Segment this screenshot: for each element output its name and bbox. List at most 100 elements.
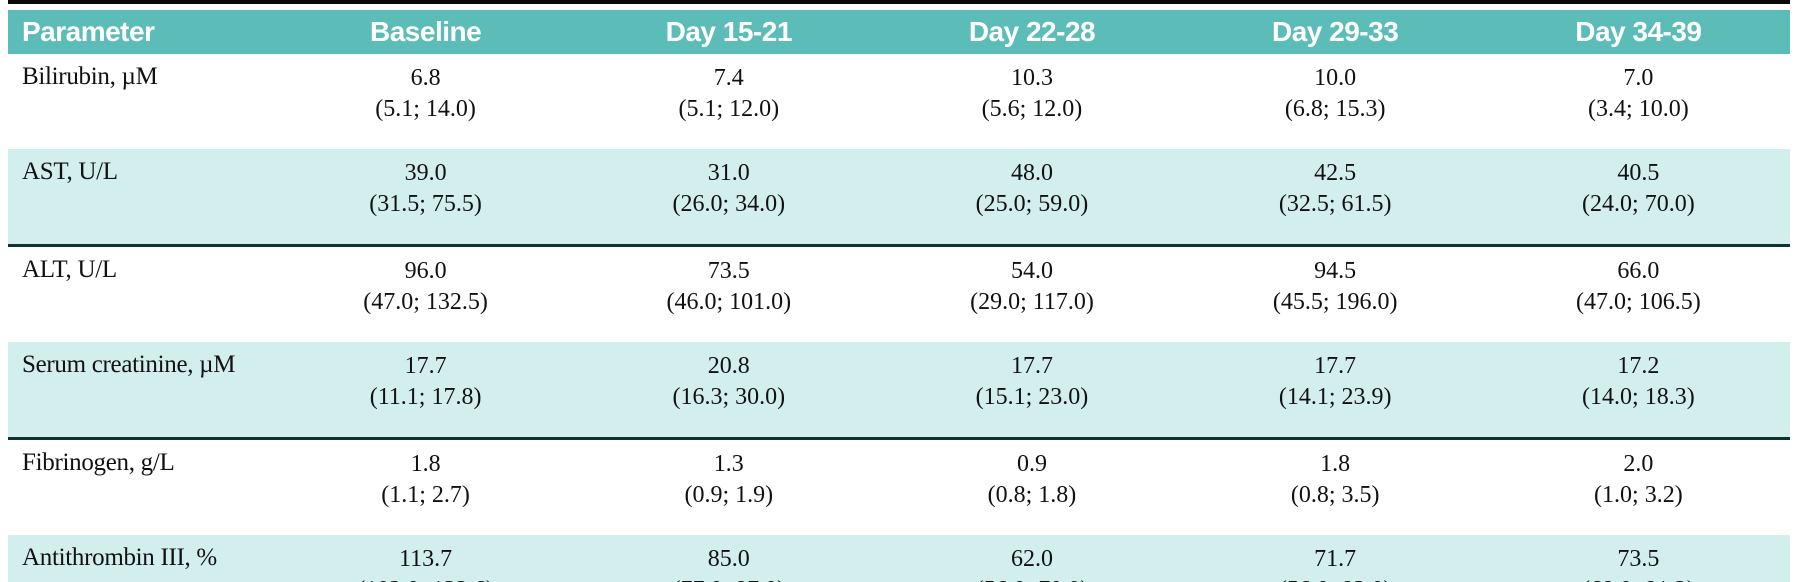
median-value: 73.5 [707, 258, 750, 284]
median-value: 17.7 [404, 353, 447, 379]
range-value: (102.0; 132.6) [274, 575, 577, 582]
col-header-baseline: Baseline [274, 10, 578, 54]
median-value: 7.4 [713, 65, 744, 91]
range-value: (5.1; 12.0) [678, 96, 780, 122]
range-value: (56.0; 83.0) [1184, 575, 1487, 582]
median-value: 10.0 [1314, 65, 1357, 91]
header-row: Parameter Baseline Day 15-21 Day 22-28 D… [8, 10, 1790, 54]
value-cell: 48.0 (25.0; 59.0) [880, 149, 1183, 246]
range-value: (14.0; 18.3) [1582, 384, 1695, 410]
value-cell: 17.2 (14.0; 18.3) [1487, 342, 1790, 439]
median-value: 48.0 [1010, 160, 1053, 186]
table-row: AST, U/L 39.0 (31.5; 75.5) 31.0 (26.0; 34.0)… [8, 149, 1790, 246]
value-cell: 39.0 (31.5; 75.5) [274, 149, 577, 246]
median-value: 96.0 [404, 258, 447, 284]
table-header: Parameter Baseline Day 15-21 Day 22-28 D… [8, 10, 1790, 54]
range-value: (26.0; 34.0) [672, 191, 786, 217]
parameter-cell: Fibrinogen, g/L [22, 449, 175, 476]
median-value: 113.7 [399, 546, 453, 572]
value-cell: 73.5 (68.0; 81.2) [1487, 535, 1790, 582]
value-cell: 54.0 (29.0; 117.0) [880, 246, 1183, 343]
value-cell: 1.8 (1.1; 2.7) [274, 439, 577, 536]
value-cell: 31.0 (26.0; 34.0) [577, 149, 880, 246]
range-value: (24.0; 70.0) [1582, 191, 1695, 217]
median-value: 17.2 [1617, 353, 1660, 379]
value-cell: 10.0 (6.8; 15.3) [1184, 54, 1487, 149]
range-value: (47.0; 132.5) [363, 289, 488, 315]
parameter-cell: ALT, U/L [22, 256, 117, 283]
median-value: 2.0 [1623, 451, 1654, 477]
table-row: Bilirubin, µM 6.8 (5.1; 14.0) 7.4 (5.1; 12.0… [8, 54, 1790, 149]
top-border-rule [8, 0, 1790, 4]
median-value: 10.3 [1010, 65, 1053, 91]
range-value: (15.1; 23.0) [975, 384, 1089, 410]
value-cell: 7.4 (5.1; 12.0) [577, 54, 880, 149]
col-header-day-22-28: Day 22-28 [880, 10, 1184, 54]
value-cell: 42.5 (32.5; 61.5) [1184, 149, 1487, 246]
value-cell: 85.0 (77.0; 87.0) [577, 535, 880, 582]
range-value: (0.8; 3.5) [1290, 482, 1380, 508]
median-value: 39.0 [404, 160, 447, 186]
range-value: (46.0; 101.0) [666, 289, 792, 315]
parameter-cell: Antithrombin III, % [22, 544, 217, 571]
col-header-day-29-33: Day 29-33 [1183, 10, 1487, 54]
median-value: 1.8 [410, 451, 441, 477]
value-cell: 2.0 (1.0; 3.2) [1487, 439, 1790, 536]
median-value: 54.0 [1010, 258, 1053, 284]
range-value: (1.0; 3.2) [1594, 482, 1683, 508]
range-value: (25.0; 59.0) [975, 191, 1089, 217]
value-cell: 10.3 (5.6; 12.0) [880, 54, 1183, 149]
median-value: 7.0 [1623, 65, 1654, 91]
value-cell: 17.7 (14.1; 23.9) [1184, 342, 1487, 439]
range-value: (5.1; 14.0) [375, 96, 476, 122]
median-value: 17.7 [1314, 353, 1357, 379]
median-value: 1.3 [713, 451, 744, 477]
lab-parameters-table: Parameter Baseline Day 15-21 Day 22-28 D… [8, 10, 1790, 582]
value-cell: 1.3 (0.9; 1.9) [577, 439, 880, 536]
value-cell: 94.5 (45.5; 196.0) [1184, 246, 1487, 343]
range-value: (68.0; 81.2) [1487, 575, 1790, 582]
parameter-cell: Serum creatinine, µM [22, 351, 236, 378]
median-value: 31.0 [707, 160, 750, 186]
table-row: Fibrinogen, g/L 1.8 (1.1; 2.7) 1.3 (0.9; 1.9… [8, 439, 1790, 536]
range-value: (6.8; 15.3) [1284, 96, 1386, 122]
value-cell: 17.7 (15.1; 23.0) [880, 342, 1183, 439]
range-value: (45.5; 196.0) [1272, 289, 1398, 315]
range-value: (0.8; 1.8) [987, 482, 1077, 508]
table-page: Parameter Baseline Day 15-21 Day 22-28 D… [8, 0, 1790, 582]
col-header-parameter: Parameter [8, 10, 274, 54]
range-value: (77.0; 87.0) [577, 575, 880, 582]
range-value: (56.0; 70.0) [880, 575, 1183, 582]
median-value: 42.5 [1314, 160, 1357, 186]
value-cell: 73.5 (46.0; 101.0) [577, 246, 880, 343]
value-cell: 40.5 (24.0; 70.0) [1487, 149, 1790, 246]
value-cell: 7.0 (3.4; 10.0) [1487, 54, 1790, 149]
median-value: 1.8 [1320, 451, 1351, 477]
range-value: (47.0; 106.5) [1576, 289, 1701, 315]
range-value: (3.4; 10.0) [1588, 96, 1689, 122]
range-value: (31.5; 75.5) [369, 191, 482, 217]
value-cell: 66.0 (47.0; 106.5) [1487, 246, 1790, 343]
table-body: Bilirubin, µM 6.8 (5.1; 14.0) 7.4 (5.1; 12.0… [8, 54, 1790, 582]
range-value: (14.1; 23.9) [1278, 384, 1392, 410]
table-row: Serum creatinine, µM 17.7 (11.1; 17.8) 20.8… [8, 342, 1790, 439]
range-value: (11.1; 17.8) [369, 384, 482, 410]
value-cell: 96.0 (47.0; 132.5) [274, 246, 577, 343]
value-cell: 17.7 (11.1; 17.8) [274, 342, 577, 439]
parameter-cell: Bilirubin, µM [22, 63, 158, 90]
range-value: (5.6; 12.0) [981, 96, 1083, 122]
median-value: 0.9 [1016, 451, 1047, 477]
range-value: (29.0; 117.0) [970, 289, 1094, 315]
range-value: (32.5; 61.5) [1278, 191, 1392, 217]
median-value: 40.5 [1617, 160, 1660, 186]
value-cell: 0.9 (0.8; 1.8) [880, 439, 1183, 536]
median-value: 71.7 [1314, 546, 1357, 572]
value-cell: 1.8 (0.8; 3.5) [1184, 439, 1487, 536]
value-cell: 6.8 (5.1; 14.0) [274, 54, 577, 149]
value-cell: 20.8 (16.3; 30.0) [577, 342, 880, 439]
table-row: Antithrombin III, % 113.7 (102.0; 132.6)85… [8, 535, 1790, 582]
range-value: (16.3; 30.0) [672, 384, 786, 410]
median-value: 73.5 [1617, 546, 1660, 572]
range-value: (0.9; 1.9) [684, 482, 774, 508]
value-cell: 62.0 (56.0; 70.0) [880, 535, 1183, 582]
